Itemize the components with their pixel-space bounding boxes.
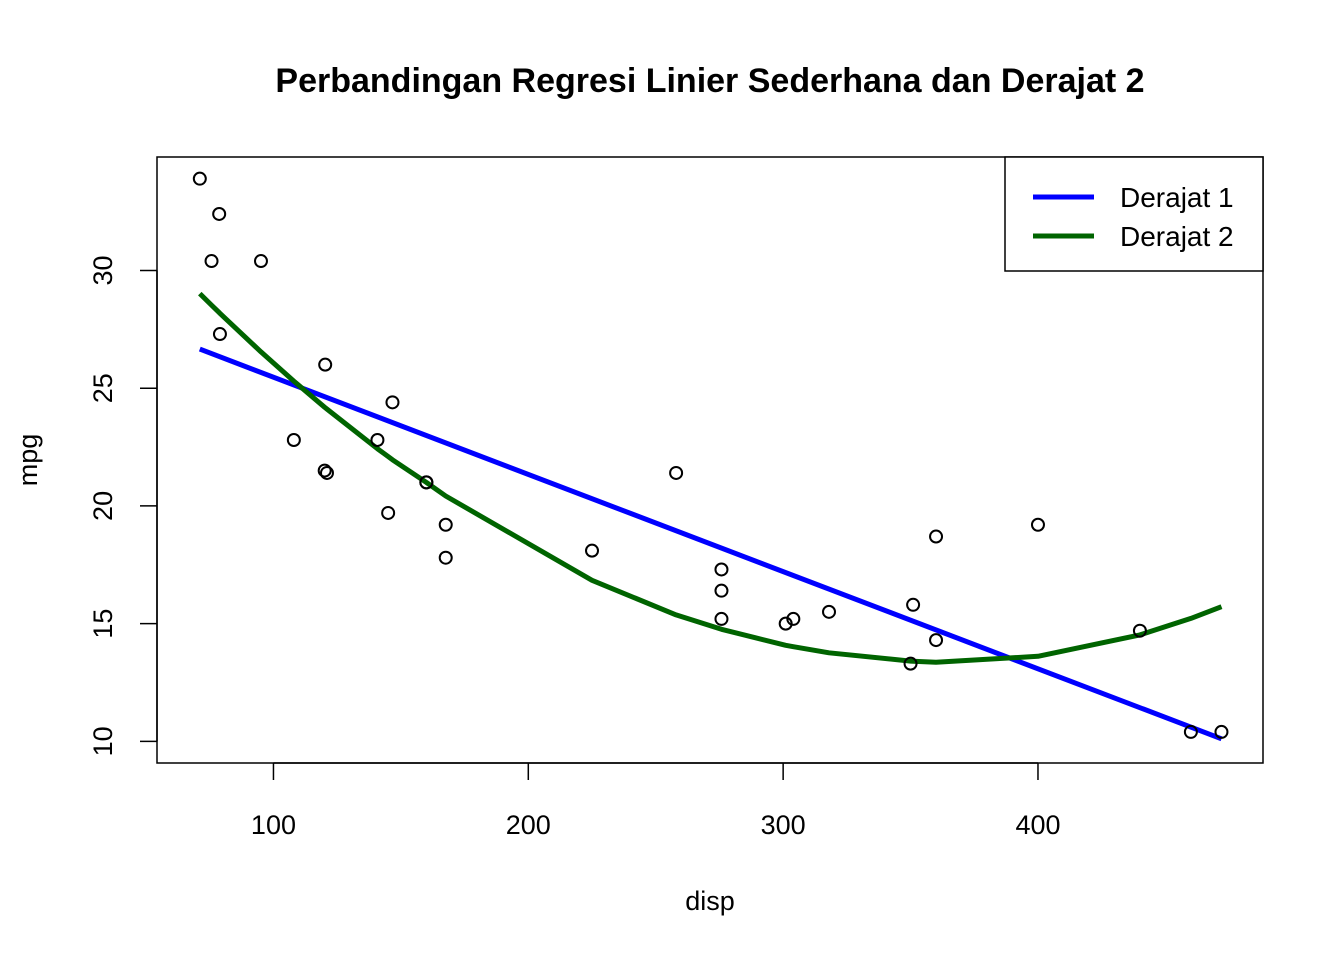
data-point	[419, 475, 434, 490]
x-tick-label-200: 200	[506, 810, 551, 840]
data-point	[286, 432, 301, 447]
data-point	[318, 357, 333, 372]
y-tick-label-20: 20	[88, 491, 118, 521]
y-tick-label-15: 15	[88, 609, 118, 639]
chart-title: Perbandingan Regresi Linier Sederhana da…	[275, 62, 1144, 100]
data-point	[1132, 623, 1147, 638]
series-line-2	[198, 291, 1223, 665]
data-point	[381, 505, 396, 520]
data-point	[822, 604, 837, 619]
y-axis-label: mpg	[13, 434, 43, 487]
data-point	[385, 395, 400, 410]
data-point	[778, 616, 793, 631]
data-point	[212, 327, 227, 342]
data-point	[438, 550, 453, 565]
data-point	[929, 529, 944, 544]
data-point	[253, 254, 268, 269]
y-axis: 10 15 20 25 30	[88, 255, 158, 756]
data-point	[1183, 724, 1198, 739]
data-point	[714, 583, 729, 598]
data-point	[714, 611, 729, 626]
data-point	[1030, 517, 1045, 532]
data-point	[786, 611, 801, 626]
scatter-points	[192, 171, 1229, 739]
data-point	[212, 206, 227, 221]
data-point	[929, 633, 944, 648]
x-tick-label-300: 300	[761, 810, 806, 840]
x-tick-label-400: 400	[1015, 810, 1060, 840]
data-point	[906, 597, 921, 612]
data-point	[192, 171, 207, 186]
fit-lines	[198, 291, 1223, 742]
data-point	[317, 463, 332, 478]
data-point	[585, 543, 600, 558]
x-axis: 100 200 300 400	[251, 762, 1061, 840]
legend-box	[1004, 156, 1264, 272]
data-point	[1214, 724, 1229, 739]
legend-label-derajat-1: Derajat 1	[1120, 182, 1234, 213]
y-tick-label-30: 30	[88, 255, 118, 285]
data-point	[438, 517, 453, 532]
y-tick-label-10: 10	[88, 726, 118, 756]
legend: Derajat 1 Derajat 2	[1004, 156, 1264, 272]
data-point	[204, 254, 219, 269]
data-point	[370, 432, 385, 447]
y-tick-label-25: 25	[88, 373, 118, 403]
data-point	[669, 465, 684, 480]
x-tick-label-100: 100	[251, 810, 296, 840]
x-axis-label: disp	[685, 886, 735, 916]
legend-label-derajat-2: Derajat 2	[1120, 221, 1234, 252]
data-point	[319, 465, 334, 480]
data-point	[903, 656, 918, 671]
data-point	[714, 562, 729, 577]
series-line-1	[198, 346, 1223, 742]
